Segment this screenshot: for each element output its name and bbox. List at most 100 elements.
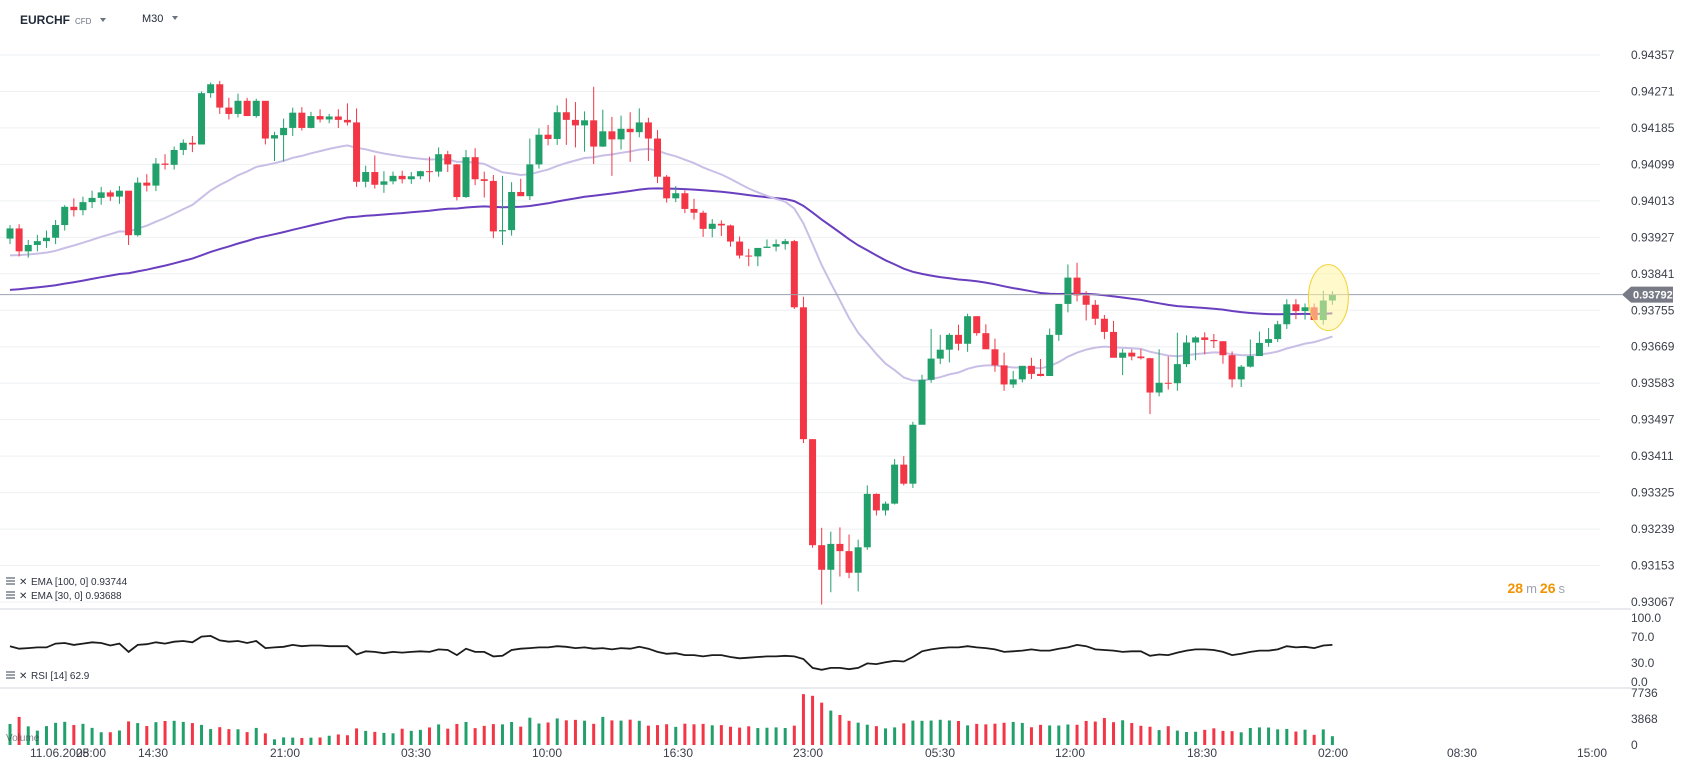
- candle[interactable]: [945, 333, 953, 363]
- timeframe-selector[interactable]: M30: [142, 13, 179, 25]
- candle[interactable]: [134, 177, 142, 237]
- candle[interactable]: [416, 170, 424, 180]
- candle[interactable]: [1055, 303, 1063, 341]
- candle[interactable]: [115, 186, 123, 204]
- candle[interactable]: [936, 334, 944, 365]
- candle[interactable]: [471, 148, 479, 186]
- candle[interactable]: [900, 456, 908, 486]
- candle[interactable]: [872, 493, 880, 516]
- candle[interactable]: [161, 154, 169, 170]
- candle[interactable]: [790, 239, 798, 309]
- candle[interactable]: [198, 91, 206, 145]
- candle[interactable]: [1237, 364, 1245, 388]
- candle[interactable]: [1018, 365, 1026, 383]
- candle[interactable]: [280, 118, 288, 162]
- candle[interactable]: [1146, 357, 1154, 415]
- candle[interactable]: [225, 97, 233, 120]
- candle[interactable]: [654, 130, 662, 184]
- candle[interactable]: [453, 163, 461, 201]
- candle[interactable]: [581, 111, 589, 152]
- candle[interactable]: [334, 109, 342, 128]
- candle[interactable]: [152, 158, 160, 192]
- candle[interactable]: [754, 247, 762, 267]
- candle[interactable]: [1128, 349, 1136, 361]
- candle[interactable]: [316, 109, 324, 123]
- candle[interactable]: [717, 220, 725, 237]
- candle[interactable]: [216, 80, 224, 114]
- candle[interactable]: [681, 190, 689, 214]
- candle[interactable]: [617, 115, 625, 150]
- candle[interactable]: [1073, 262, 1081, 302]
- candle[interactable]: [608, 116, 616, 176]
- legend-ema-100[interactable]: ✕ EMA [100, 0] 0.93744: [6, 577, 128, 588]
- candle[interactable]: [61, 205, 69, 231]
- candle[interactable]: [1201, 332, 1209, 355]
- candle[interactable]: [954, 324, 962, 351]
- candle[interactable]: [444, 150, 452, 173]
- candle[interactable]: [672, 186, 680, 203]
- candle[interactable]: [973, 316, 981, 336]
- legend-ema-30[interactable]: ✕ EMA [30, 0] 0.93688: [6, 591, 122, 602]
- candle[interactable]: [1037, 359, 1045, 377]
- candle[interactable]: [42, 230, 50, 248]
- candle[interactable]: [863, 485, 871, 550]
- candle[interactable]: [517, 178, 525, 197]
- candle[interactable]: [1182, 335, 1190, 368]
- candle[interactable]: [1274, 320, 1282, 343]
- candle[interactable]: [243, 97, 251, 117]
- candle[interactable]: [289, 107, 297, 136]
- candle[interactable]: [1228, 351, 1236, 388]
- candle[interactable]: [24, 239, 32, 258]
- candle[interactable]: [1110, 320, 1118, 358]
- candle[interactable]: [553, 105, 561, 145]
- candle[interactable]: [362, 165, 370, 188]
- candle[interactable]: [626, 112, 634, 162]
- candle[interactable]: [353, 108, 361, 187]
- candle[interactable]: [736, 236, 744, 259]
- candle[interactable]: [1009, 370, 1017, 388]
- candle[interactable]: [1164, 356, 1172, 390]
- candle[interactable]: [1246, 339, 1254, 368]
- candle[interactable]: [170, 146, 178, 170]
- candle[interactable]: [882, 501, 890, 516]
- candle[interactable]: [1155, 349, 1163, 397]
- candle[interactable]: [343, 103, 351, 126]
- candle[interactable]: [508, 182, 516, 236]
- candle[interactable]: [480, 171, 488, 198]
- candle[interactable]: [426, 156, 434, 182]
- candle[interactable]: [234, 93, 242, 118]
- candle[interactable]: [435, 147, 443, 177]
- candle[interactable]: [106, 190, 114, 201]
- candle[interactable]: [1119, 348, 1127, 376]
- candle[interactable]: [389, 171, 397, 185]
- candle[interactable]: [371, 155, 379, 189]
- candle[interactable]: [809, 439, 817, 548]
- candle[interactable]: [544, 124, 552, 146]
- candle[interactable]: [325, 113, 333, 124]
- candle[interactable]: [270, 131, 278, 162]
- candle[interactable]: [498, 175, 506, 245]
- candle[interactable]: [1027, 357, 1035, 379]
- candle[interactable]: [1091, 300, 1099, 326]
- candle[interactable]: [6, 225, 14, 245]
- candle[interactable]: [179, 139, 187, 156]
- candle[interactable]: [1192, 336, 1200, 361]
- candle[interactable]: [982, 324, 990, 350]
- candle[interactable]: [15, 224, 23, 257]
- symbol-selector[interactable]: EURCHF CFD: [20, 13, 107, 27]
- candle[interactable]: [763, 239, 771, 248]
- candle[interactable]: [1173, 332, 1181, 391]
- candle[interactable]: [635, 108, 643, 138]
- candle[interactable]: [1000, 352, 1008, 391]
- candle[interactable]: [726, 224, 734, 247]
- candle[interactable]: [1301, 303, 1309, 320]
- candle[interactable]: [644, 117, 652, 162]
- candle[interactable]: [818, 527, 826, 605]
- candle[interactable]: [188, 135, 196, 153]
- candle[interactable]: [781, 239, 789, 250]
- candle[interactable]: [261, 100, 269, 145]
- candle[interactable]: [927, 328, 935, 383]
- candle[interactable]: [991, 338, 999, 372]
- candle[interactable]: [745, 248, 753, 267]
- candle[interactable]: [207, 82, 215, 98]
